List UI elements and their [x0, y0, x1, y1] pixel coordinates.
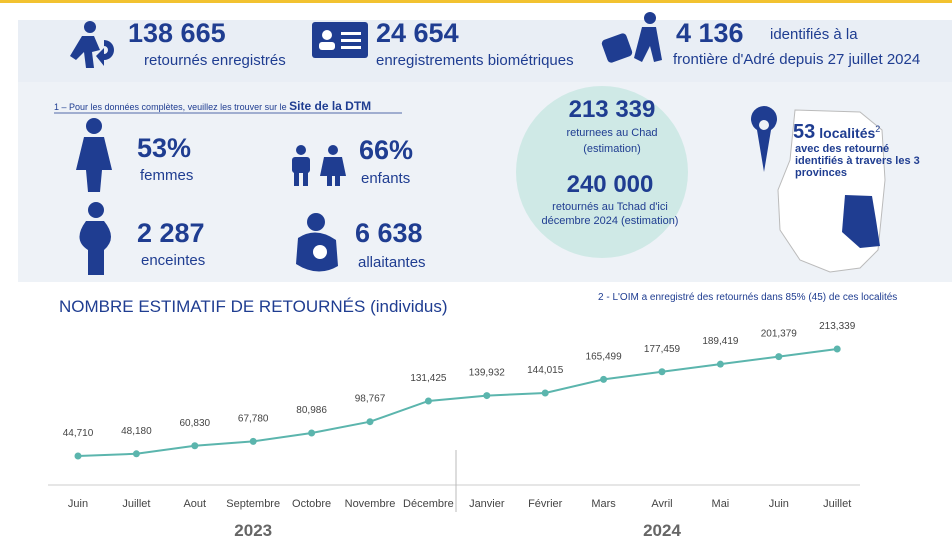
data-label: 177,459 [644, 344, 681, 355]
line-chart: 44,710 Juin 48,180 Juillet 60,830 Aout 67,780 S… [63, 321, 856, 540]
header-band [18, 20, 952, 82]
data-point [658, 368, 666, 376]
map-word: localités [819, 125, 875, 141]
icon-traveller [601, 12, 662, 63]
icon-children [292, 145, 346, 186]
demo-label: enfants [361, 170, 410, 187]
data-point [541, 389, 549, 397]
data-label: 201,379 [761, 329, 798, 340]
top-border [0, 0, 952, 3]
data-label: 67,780 [238, 413, 269, 424]
map-sup: 2 [875, 124, 880, 134]
x-tick-label: Décembre [403, 498, 454, 510]
demo-label: femmes [140, 167, 193, 184]
icon-pregnant [79, 202, 111, 275]
x-tick-label: Aout [183, 498, 206, 510]
stat-number: 4 136 [676, 18, 744, 48]
demo-number: 66% [359, 135, 413, 165]
map-text: avec des retourné [795, 143, 889, 155]
data-point [132, 450, 140, 458]
data-point [74, 452, 82, 460]
stat-number: 138 665 [128, 18, 226, 48]
circle-label: (estimation) [583, 143, 640, 155]
x-tick-label: Mars [591, 498, 616, 510]
circle-label: retournés au Tchad d'ici [552, 201, 668, 213]
demo-number: 53% [137, 133, 191, 163]
icon-woman [76, 118, 112, 192]
data-point [600, 375, 608, 383]
chart-title: NOMBRE ESTIMATIF DE RETOURNÉS (individus… [59, 297, 448, 316]
note-link: Site de la DTM [289, 99, 371, 113]
x-tick-label: Octobre [292, 498, 331, 510]
x-tick-label: Novembre [345, 498, 396, 510]
icon-breastfeeding [296, 213, 338, 272]
data-point [308, 429, 316, 437]
map-text: provinces [795, 167, 847, 179]
data-point [424, 397, 432, 405]
circle-label: décembre 2024 (estimation) [542, 215, 679, 227]
data-line [77, 348, 838, 457]
demo-number: 6 638 [355, 218, 423, 248]
data-label: 80,986 [296, 405, 327, 416]
x-tick-label: Février [528, 498, 563, 510]
data-point [833, 345, 841, 353]
x-tick-label: Juin [769, 498, 789, 510]
data-label: 213,339 [819, 321, 856, 332]
data-label: 44,710 [63, 428, 94, 439]
note: 2 - L'OIM a enregistré des retournés dan… [598, 292, 897, 303]
demo-label: allaitantes [358, 254, 426, 271]
x-tick-label: Juillet [823, 498, 851, 510]
circle-label: returnees au Chad [566, 127, 657, 139]
note: 1 – Pour les données complètes, veuillez… [54, 99, 371, 113]
stat-label: identifiés à la [770, 26, 858, 43]
demo-number: 2 287 [137, 218, 205, 248]
stat-label: enregistrements biométriques [376, 52, 574, 69]
x-tick-label: Avril [651, 498, 672, 510]
highlight-circle [516, 86, 688, 258]
year-label: 2024 [643, 521, 681, 540]
x-tick-label: Janvier [469, 498, 505, 510]
circle-number: 240 000 [567, 171, 654, 198]
stat-number: 24 654 [376, 18, 459, 48]
data-point [191, 442, 199, 450]
x-tick-label: Juin [68, 498, 88, 510]
data-label: 144,015 [527, 365, 564, 376]
data-label: 131,425 [410, 373, 447, 384]
year-label: 2023 [234, 521, 272, 540]
data-point [716, 360, 724, 368]
data-point [775, 353, 783, 361]
data-point [249, 437, 257, 445]
icon-id-card [312, 22, 368, 58]
data-point [483, 392, 491, 400]
data-label: 189,419 [702, 336, 739, 347]
stat-label: frontière d'Adré depuis 27 juillet 2024 [673, 51, 920, 68]
x-tick-label: Mai [712, 498, 730, 510]
x-tick-label: Septembre [226, 498, 280, 510]
map-caption: 53 localités2 [793, 121, 880, 143]
province-highlight [842, 195, 880, 248]
circle-number: 213 339 [569, 96, 656, 123]
data-label: 60,830 [180, 418, 211, 429]
data-label: 139,932 [469, 368, 506, 379]
icon-pin-hole [759, 120, 769, 130]
x-tick-label: Juillet [122, 498, 150, 510]
note-text: 1 – Pour les données complètes, veuillez… [54, 102, 287, 112]
data-point [366, 418, 374, 426]
map-text: identifiés à travers les 3 [795, 155, 920, 167]
map-number: 53 [793, 121, 815, 143]
data-label: 48,180 [121, 426, 152, 437]
data-label: 98,767 [355, 394, 386, 405]
icon-returnee [70, 21, 114, 68]
demo-label: enceintes [141, 252, 205, 269]
data-label: 165,499 [586, 351, 623, 362]
icon-pin [751, 106, 777, 172]
stat-label: retournés enregistrés [144, 52, 286, 69]
